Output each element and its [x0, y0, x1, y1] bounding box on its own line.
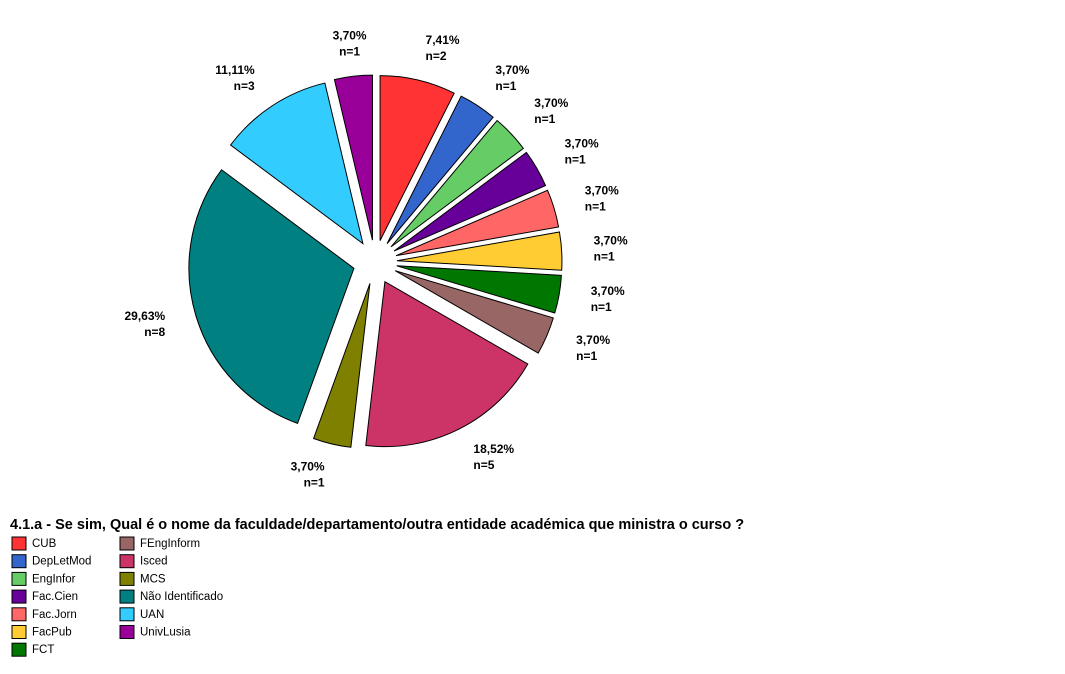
data-label: 3,70% [576, 333, 610, 347]
data-label-n: n=3 [234, 79, 255, 93]
data-label-n: n=8 [144, 325, 165, 339]
pie-slice [396, 265, 562, 314]
data-label-n: n=1 [591, 300, 612, 314]
legend-label: UAN [140, 609, 164, 621]
data-label: 3,70% [291, 459, 325, 473]
legend-swatch [119, 536, 135, 551]
legend-swatch [119, 589, 135, 604]
legend-swatch [11, 625, 27, 639]
legend-swatch [11, 554, 27, 569]
data-label-n: n=1 [576, 349, 597, 363]
legend-swatch [119, 625, 135, 639]
data-label: 18,52% [473, 442, 514, 456]
data-label-n: n=2 [426, 49, 447, 63]
pie-slice [394, 270, 554, 354]
legend-label: FEngInform [140, 538, 200, 550]
chart-title: 4.1.a - Se sim, Qual é o nome da faculda… [10, 517, 744, 533]
pie-slice [395, 189, 560, 257]
data-label: 3,70% [585, 183, 619, 197]
legend-label: Não Identificado [140, 591, 223, 603]
legend-label: CUB [32, 538, 57, 550]
data-label-n: n=1 [495, 79, 516, 93]
legend-label: Fac.Cien [32, 591, 78, 603]
data-label-n: n=1 [339, 45, 360, 59]
data-label: 3,70% [495, 63, 529, 77]
data-label: 7,41% [426, 33, 460, 47]
pie-slice [333, 74, 373, 241]
pie-slice [386, 95, 494, 244]
legend-swatch [11, 589, 27, 604]
legend-swatch [11, 607, 27, 622]
data-label-n: n=1 [594, 249, 615, 263]
legend-swatch [11, 642, 27, 657]
pie-slice [379, 75, 455, 241]
pie-slice [229, 82, 364, 245]
legend-swatch [119, 607, 135, 622]
data-label: 11,11% [215, 63, 255, 77]
legend-label: DepLetMod [32, 556, 91, 568]
pie-slice [188, 169, 355, 425]
legend-label: UnivLusia [140, 627, 191, 639]
legend-label: Fac.Jorn [32, 609, 77, 621]
pie-slice [396, 231, 563, 271]
data-label: 3,70% [594, 233, 628, 247]
data-label-n: n=1 [534, 112, 555, 126]
data-label: 3,70% [333, 29, 367, 43]
pie-slice [365, 280, 529, 448]
data-label: 3,70% [534, 96, 568, 110]
legend-swatch [119, 571, 135, 586]
data-label-n: n=1 [565, 153, 586, 167]
pie-slice [393, 151, 547, 252]
legend-label: Isced [140, 556, 168, 568]
data-label-n: n=5 [473, 458, 494, 472]
legend-swatch [119, 554, 135, 569]
data-label: 3,70% [565, 137, 599, 151]
legend-swatch [11, 536, 27, 551]
pie-slice [390, 119, 525, 248]
legend-label: FCT [32, 644, 54, 656]
legend-label: FacPub [32, 627, 72, 639]
pie-slice [312, 283, 371, 448]
data-label: 29,63% [125, 309, 166, 323]
data-label-n: n=1 [304, 475, 325, 489]
legend-swatch [11, 571, 27, 586]
legend-label: EngInfor [32, 573, 76, 585]
data-label: 3,70% [591, 284, 625, 298]
legend-label: MCS [140, 573, 166, 585]
data-label-n: n=1 [585, 199, 606, 213]
